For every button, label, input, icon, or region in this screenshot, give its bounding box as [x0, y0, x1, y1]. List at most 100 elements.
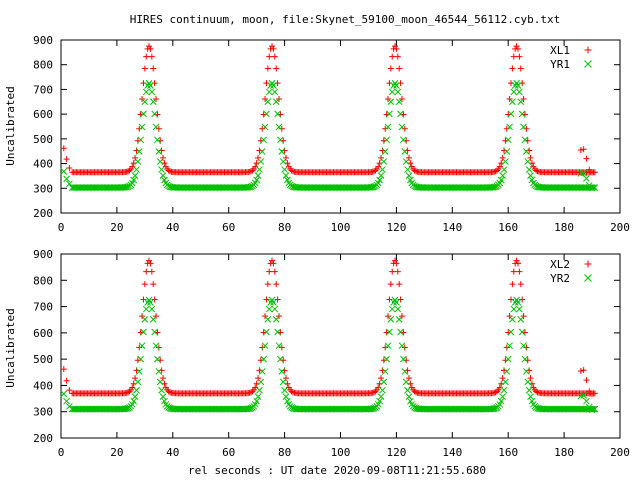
data-point	[398, 342, 406, 350]
data-point	[270, 260, 277, 267]
x-tick-label: 80	[278, 221, 291, 234]
data-point	[282, 154, 289, 161]
data-point	[378, 375, 385, 382]
data-point	[156, 378, 164, 386]
data-point	[388, 88, 396, 96]
data-point	[261, 342, 269, 350]
data-point	[260, 136, 267, 144]
data-point	[503, 344, 510, 351]
data-point	[384, 123, 392, 131]
data-point	[580, 392, 588, 399]
y-tick-label: 400	[33, 379, 53, 392]
data-point	[278, 344, 285, 351]
data-point	[278, 368, 286, 375]
data-point	[148, 305, 156, 313]
data-point	[160, 375, 167, 382]
data-point	[148, 268, 155, 275]
data-point	[401, 368, 409, 375]
y-tick-label: 900	[33, 248, 53, 261]
data-point	[253, 397, 261, 405]
data-point	[288, 167, 295, 174]
data-point	[158, 386, 165, 394]
data-point	[165, 388, 172, 395]
data-point	[269, 43, 276, 50]
data-point	[266, 53, 273, 60]
data-point	[254, 172, 262, 179]
x-tick-label: 0	[58, 446, 65, 459]
data-point	[130, 176, 138, 184]
data-point	[504, 136, 512, 144]
legend-marker	[584, 46, 592, 54]
data-point	[405, 154, 412, 161]
data-point	[131, 172, 139, 179]
data-point	[160, 154, 167, 161]
data-point	[265, 88, 273, 96]
legend-marker	[584, 260, 592, 268]
data-point	[138, 342, 146, 350]
data-point	[165, 167, 172, 174]
x-tick-label: 100	[331, 221, 351, 234]
x-tick-label: 40	[166, 446, 179, 459]
data-point	[517, 98, 525, 106]
data-point	[510, 88, 518, 96]
data-point	[533, 388, 540, 395]
data-point	[274, 296, 281, 303]
data-point	[504, 355, 512, 363]
data-point	[150, 281, 157, 288]
data-point	[524, 158, 532, 165]
data-point	[397, 110, 404, 118]
data-point	[394, 88, 402, 96]
data-point	[404, 166, 411, 173]
data-point	[382, 344, 389, 351]
data-point	[400, 136, 407, 144]
data-point	[143, 268, 150, 275]
data-point	[133, 386, 140, 394]
data-point	[137, 136, 145, 144]
data-point	[521, 355, 529, 363]
data-point	[132, 375, 139, 382]
data-point	[380, 378, 388, 386]
x-tick-label: 40	[166, 221, 179, 234]
data-point	[494, 388, 501, 395]
data-point	[255, 375, 262, 382]
data-point	[514, 82, 522, 89]
data-point	[411, 167, 418, 174]
data-point	[516, 53, 523, 60]
y-tick-label: 800	[33, 59, 53, 72]
data-point	[411, 388, 418, 395]
data-point	[146, 43, 153, 50]
data-point	[282, 172, 290, 179]
data-point	[525, 166, 533, 173]
legend-label: YR2	[550, 272, 570, 285]
data-point	[527, 393, 534, 400]
data-point	[130, 397, 138, 405]
data-point	[271, 88, 279, 96]
data-point	[401, 344, 408, 351]
data-point	[272, 98, 280, 106]
data-point	[527, 154, 534, 161]
data-point	[521, 136, 529, 144]
data-point	[388, 305, 396, 313]
data-point	[387, 315, 395, 323]
data-point	[401, 125, 408, 132]
data-point	[278, 125, 285, 132]
data-point	[517, 315, 525, 323]
data-point	[518, 110, 526, 118]
data-point	[497, 397, 505, 405]
data-point	[590, 405, 597, 413]
data-point	[372, 388, 379, 395]
data-point	[507, 296, 514, 303]
data-point	[506, 123, 513, 131]
data-point	[394, 268, 401, 275]
data-point	[397, 296, 404, 303]
data-point	[273, 281, 280, 288]
data-point	[400, 355, 407, 363]
data-point	[382, 125, 389, 132]
y-tick-label: 500	[33, 353, 53, 366]
data-point	[154, 136, 161, 144]
data-point	[502, 378, 509, 386]
data-point	[150, 65, 157, 72]
data-point	[256, 166, 263, 173]
legend-marker	[584, 274, 592, 282]
data-point	[383, 136, 390, 144]
